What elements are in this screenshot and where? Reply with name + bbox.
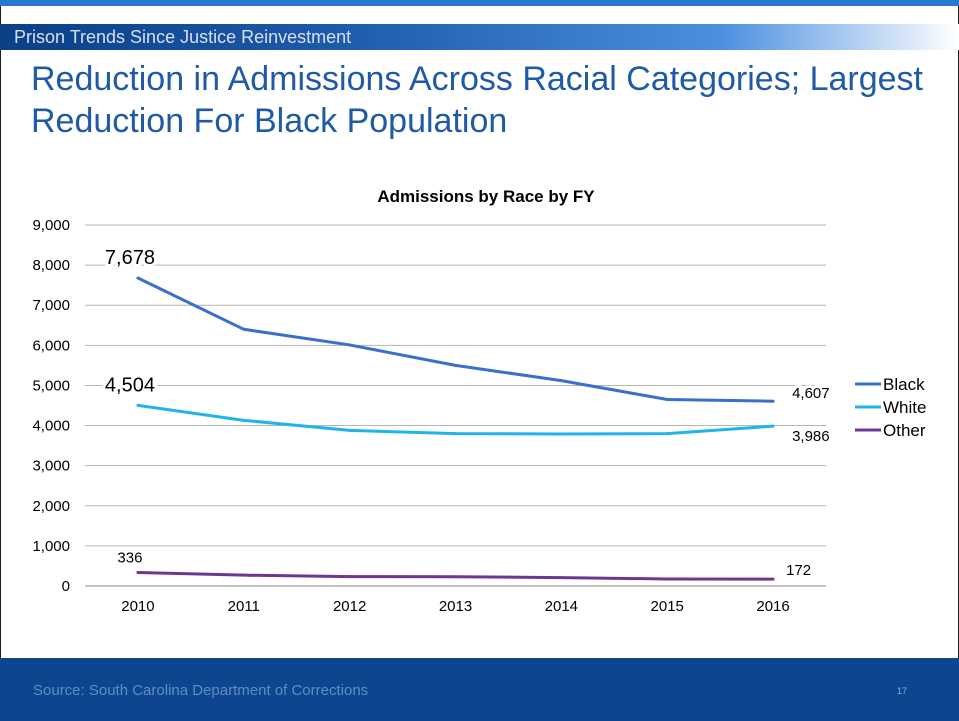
data-label-other: 336: [117, 550, 142, 567]
data-label-white: 4,504: [105, 374, 155, 396]
legend-label-white: White: [883, 398, 926, 417]
data-point-other: [771, 577, 775, 581]
data-point-black: [559, 379, 563, 383]
y-tick-label: 4,000: [32, 418, 70, 435]
data-point-other: [242, 573, 246, 577]
data-point-black: [454, 363, 457, 367]
data-point-white: [665, 432, 669, 436]
data-label-black: 7,678: [105, 247, 155, 269]
admissions-line-chart: Admissions by Race by FY 0 1,000 2,000 3,00…: [32, 187, 926, 615]
y-tick-label: 5,000: [32, 377, 70, 394]
data-point-other: [559, 576, 563, 580]
legend-label-black: Black: [883, 375, 925, 394]
x-tick-label: 2016: [756, 598, 789, 615]
data-point-other: [454, 575, 457, 579]
data-point-other: [348, 575, 352, 579]
series-line-black: [137, 276, 774, 403]
x-tick-label: 2010: [121, 598, 154, 615]
slide-title: Reduction in Admissions Across Racial Ca…: [31, 60, 923, 140]
series-line-white: [137, 403, 774, 436]
chart-legend: Black White Other: [855, 375, 926, 440]
chart-data-labels: 7,678 4,607 4,504 3,986 336 172: [102, 244, 833, 582]
x-tick-label: 2014: [545, 598, 578, 615]
footer-bar: [0, 658, 959, 721]
data-label-white: 3,986: [792, 428, 830, 445]
x-tick-label: 2015: [651, 598, 684, 615]
data-label-black: 4,607: [792, 385, 830, 402]
data-label-other: 172: [786, 562, 811, 579]
data-point-black: [242, 327, 246, 331]
top-accent-rule: [0, 0, 959, 6]
y-tick-label: 3,000: [32, 458, 70, 475]
data-point-white: [136, 403, 140, 407]
section-label: Prison Trends Since Justice Reinvestment: [14, 27, 352, 47]
chart-title: Admissions by Race by FY: [377, 187, 595, 206]
data-point-black: [665, 397, 669, 401]
legend-label-other: Other: [883, 421, 926, 440]
chart-series: [136, 276, 775, 581]
data-point-black: [771, 399, 775, 403]
data-point-other: [136, 571, 140, 575]
x-tick-label: 2012: [333, 598, 366, 615]
data-point-black: [136, 276, 140, 280]
x-axis-tick-labels: 2010 2011 2012 2013 2014 2015 2016: [121, 598, 790, 615]
footer-source: Source: South Carolina Department of Cor…: [33, 682, 369, 699]
data-point-white: [242, 418, 246, 422]
page-number: 17: [897, 686, 908, 696]
section-header-bar: [0, 24, 959, 50]
data-point-black: [348, 343, 352, 347]
x-tick-label: 2011: [228, 598, 260, 615]
y-axis-tick-labels: 0 1,000 2,000 3,000 4,000 5,000 6,000 7,000 8,00…: [32, 217, 70, 595]
data-point-white: [348, 428, 352, 432]
y-tick-label: 9,000: [32, 217, 70, 234]
y-tick-label: 1,000: [32, 538, 70, 555]
data-point-white: [559, 432, 563, 436]
y-tick-label: 2,000: [32, 498, 70, 515]
data-point-white: [454, 432, 457, 436]
y-tick-label: 0: [62, 578, 70, 595]
data-point-white: [771, 424, 775, 428]
x-tick-label: 2013: [439, 598, 472, 615]
y-tick-label: 8,000: [32, 257, 70, 274]
y-tick-label: 6,000: [32, 337, 70, 354]
y-tick-label: 7,000: [32, 297, 70, 314]
data-point-other: [665, 577, 669, 581]
chart-gridlines: [85, 224, 826, 587]
